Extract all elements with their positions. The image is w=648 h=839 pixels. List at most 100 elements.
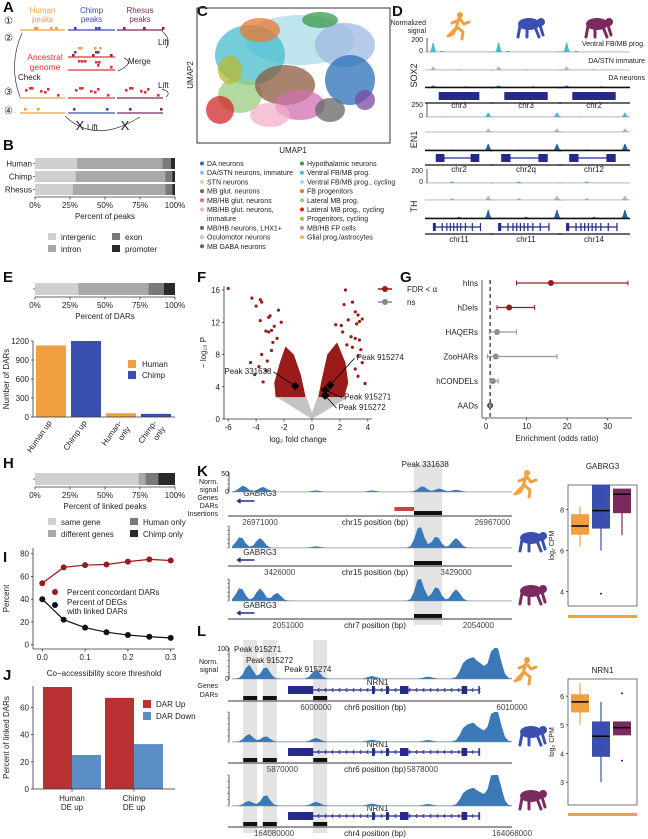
signal-area: [425, 66, 493, 70]
series-point: [124, 558, 131, 565]
series-point: [82, 562, 89, 569]
legend-label: MB/HB glut. neurons: [207, 198, 272, 205]
legend-swatch: [128, 371, 136, 379]
signal-label: Normalized: [391, 20, 427, 27]
insertion-bar: [394, 507, 414, 511]
peak-mark: [57, 94, 60, 97]
rhesus-icon: [518, 790, 547, 811]
peak-annotation: Peak 915272: [338, 403, 386, 412]
legend-label: Lateral MB prog., cycling: [307, 207, 384, 214]
signal-area: [425, 143, 493, 150]
cell-type-label: DA neurons: [608, 75, 645, 82]
series-point: [146, 633, 153, 640]
signal-track: [490, 209, 562, 218]
legend-label: Hypothalamic neurons: [307, 161, 377, 168]
significant-point: [264, 369, 268, 373]
chromosome-label: chr12: [584, 165, 605, 174]
check-label: Check: [18, 73, 42, 82]
row-label: hDels: [458, 304, 478, 313]
y-tick-label: 0: [25, 785, 30, 794]
legend-label: MB/HB FP cells: [307, 225, 356, 232]
signal-track: [232, 775, 512, 806]
species-peaks-label: Chimp: [80, 6, 104, 15]
legend-swatch: [112, 245, 120, 252]
peak-label: Peak 915271: [234, 645, 282, 654]
significant-point: [353, 310, 357, 314]
peak-mark: [129, 108, 132, 111]
legend-label: exon: [125, 233, 142, 242]
row-label: signal: [200, 667, 219, 674]
peak-mark: [74, 51, 77, 54]
peak-mark: [80, 47, 83, 50]
category-label: Chimp: [9, 173, 33, 182]
enrichment-forest-plot: hIns hDels HAQERs ZooHARs hCONDELs AADs 0 10 20 3…: [436, 279, 612, 443]
signal-area: [490, 128, 562, 132]
legend-dot: [300, 179, 304, 184]
significant-point: [355, 322, 359, 326]
x-tick-label: 0%: [29, 491, 41, 500]
scale-max: 200: [411, 37, 423, 44]
panel-label: I: [3, 549, 7, 566]
position-tick-label: 5870000: [267, 765, 299, 774]
legend-label: DAR Up: [156, 700, 186, 709]
row-label: Genes: [197, 683, 218, 690]
signal-area: [232, 775, 512, 806]
position-tick-label: 164068000: [492, 829, 533, 838]
peak-mark: [55, 27, 58, 30]
panel-label: C: [197, 3, 208, 20]
peak-label: Peak 915274: [284, 665, 332, 674]
y-tick-label: 20: [20, 758, 29, 767]
y-tick-label: 0: [25, 413, 30, 422]
axis-label: chr7 position (bp): [344, 621, 406, 630]
legend-label: Human: [142, 360, 168, 369]
cell-type-label: DA/STN immature: [588, 58, 645, 65]
gene-arrow: [236, 557, 255, 563]
dar-bar: [243, 696, 258, 700]
umap-cluster: [250, 103, 290, 127]
x-tick-label: Chimp up: [62, 419, 89, 453]
legend-dot: [300, 170, 304, 175]
legend-swatch: [48, 245, 56, 252]
ancestral-genome-label: Ancestral: [27, 52, 63, 62]
chimp-icon: [518, 726, 547, 747]
significant-point: [334, 323, 338, 327]
gene-label: GABRG3: [243, 548, 277, 557]
legend-label: intergenic: [61, 233, 96, 242]
significant-point: [342, 302, 346, 307]
y-axis-label: Percent of linked DARs: [2, 696, 11, 779]
signal-area: [558, 112, 630, 117]
significant-point: [271, 340, 275, 345]
series-point: [82, 624, 89, 631]
peak-mark: [90, 90, 93, 93]
x-tick-label: 0%: [29, 301, 41, 310]
row-label: hCONDELs: [436, 377, 478, 386]
legend-label: MB glut. neurons: [207, 189, 260, 196]
peak-mark: [143, 27, 146, 30]
species-peaks-label: Rhesus: [126, 6, 153, 15]
scale-max: 100: [217, 646, 229, 653]
nrn1-genome-browser: NRN1 6000000 6010000 chr6 position (bp) NRN1…: [197, 640, 533, 838]
x-tick-label: 0.2: [122, 653, 134, 662]
category-label: Rhesus: [5, 186, 32, 195]
significant-point: [276, 308, 281, 312]
peak-mark: [129, 87, 132, 90]
legend-swatch: [128, 360, 136, 368]
panel-label: E: [3, 269, 13, 286]
panel-label: J: [3, 667, 11, 684]
chromosome-label: chr2: [586, 101, 602, 110]
y-tick-label: 3: [560, 780, 564, 787]
cell-type-label: Ventral FB/MB prog.: [582, 41, 645, 48]
series-point: [146, 556, 153, 563]
peak-mark: [75, 89, 78, 92]
signal-area: [232, 712, 512, 742]
signal-track: [425, 42, 493, 52]
legend-dot: [52, 589, 58, 595]
x-tick-label: Chimp: [122, 794, 146, 803]
umap1-label: UMAP1: [279, 146, 307, 155]
species-peaks-label: peaks: [32, 15, 53, 24]
row-label: Norm.: [199, 659, 218, 666]
species-peaks-label: peaks: [81, 15, 102, 24]
x-tick-label: -6: [225, 423, 233, 432]
legend-label: ns: [407, 298, 415, 307]
